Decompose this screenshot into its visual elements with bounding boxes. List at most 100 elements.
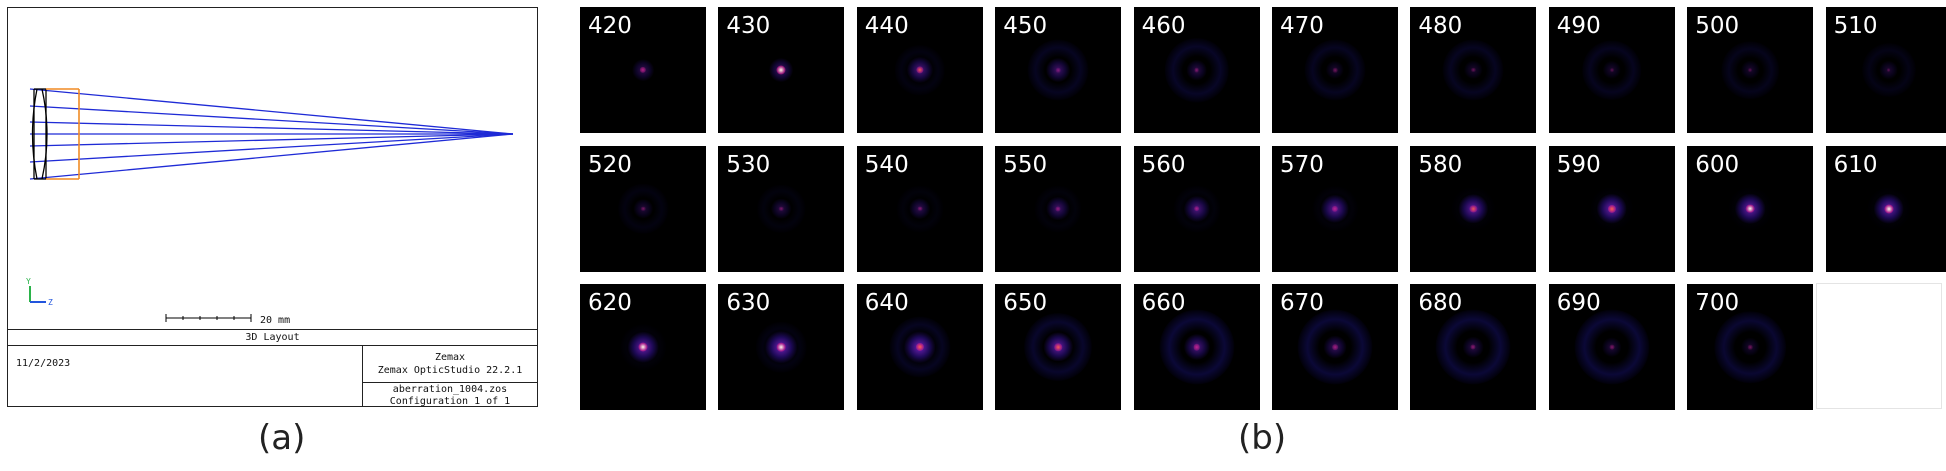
psf-core <box>639 66 647 74</box>
scale-bar-label: 20 mm <box>260 315 291 326</box>
psf-core <box>1193 343 1200 351</box>
psf-tile: 460 <box>1133 7 1260 133</box>
info-divider-horizontal <box>362 382 538 383</box>
wavelength-label: 480 <box>1418 13 1463 39</box>
psf-tile: 610 <box>1825 145 1946 272</box>
psf-core <box>1745 204 1755 213</box>
wavelength-label: 490 <box>1556 13 1601 39</box>
psf-halo <box>1879 60 1899 80</box>
psf-halo <box>1740 60 1760 80</box>
psf-tile: 570 <box>1272 145 1398 272</box>
psf-halo <box>1740 337 1760 357</box>
ray <box>29 121 514 135</box>
psf-core <box>1747 344 1753 350</box>
wavelength-label: 650 <box>1003 290 1048 316</box>
psf-ring <box>1861 43 1916 97</box>
psf-core <box>1193 205 1200 212</box>
configuration-label: Configuration 1 of 1 <box>389 396 511 407</box>
axis-z-label: Z <box>48 298 53 307</box>
psf-ring <box>1721 41 1779 99</box>
psf-core <box>1469 204 1477 213</box>
wavelength-label: 680 <box>1418 290 1463 316</box>
psf-tile: 580 <box>1410 145 1537 272</box>
wavelength-label: 470 <box>1280 13 1324 39</box>
psf-tile: 600 <box>1687 145 1814 272</box>
ray <box>29 133 514 147</box>
scale-bar <box>165 314 252 322</box>
wavelength-label: 430 <box>726 13 771 39</box>
psf-tile: 520 <box>580 145 706 272</box>
psf-halo <box>1464 60 1483 80</box>
wavelength-label: 630 <box>726 290 771 316</box>
psf-ring <box>1027 39 1089 101</box>
wavelength-label: 520 <box>588 151 632 178</box>
caption-b: (b) <box>1238 418 1287 458</box>
psf-tile: 700 <box>1687 284 1814 410</box>
wavelength-label: 540 <box>864 151 909 178</box>
psf-core <box>916 66 924 74</box>
psf-tile: 420 <box>580 7 706 133</box>
psf-tile: 440 <box>856 7 983 133</box>
psf-core <box>1470 344 1476 350</box>
wavelength-label: 420 <box>588 13 632 39</box>
psf-tile: 620 <box>580 284 706 410</box>
wavelength-label: 560 <box>1141 151 1186 178</box>
ray-bundle <box>29 88 514 180</box>
ray-trace-drawing: Y Z <box>26 88 514 322</box>
wavelength-label: 620 <box>588 290 632 316</box>
wavelength-label: 700 <box>1695 290 1740 316</box>
ray <box>29 133 514 163</box>
psf-core <box>917 206 923 211</box>
psf-core <box>915 342 924 352</box>
psf-halo <box>633 198 653 219</box>
empty-tile-slot <box>1816 283 1942 409</box>
psf-core <box>1884 204 1894 213</box>
psf-tile: 640 <box>856 284 983 410</box>
psf-core <box>638 342 648 352</box>
psf-tile: 540 <box>856 145 983 272</box>
psf-tile: 690 <box>1548 284 1675 410</box>
psf-tile: 450 <box>995 7 1122 133</box>
file-name: aberration_1004.zos <box>392 384 508 395</box>
psf-core <box>777 342 786 352</box>
brand-name: Zemax <box>434 352 466 363</box>
lens-element <box>31 88 48 180</box>
psf-tile: 470 <box>1272 7 1398 133</box>
psf-core <box>1748 68 1753 72</box>
psf-tile: 550 <box>995 145 1122 272</box>
axis-triad: Y Z <box>26 277 53 307</box>
wavelength-label: 510 <box>1833 13 1878 39</box>
axis-y-label: Y <box>26 277 31 286</box>
wavelength-label: 550 <box>1003 151 1048 178</box>
psf-tile: 650 <box>995 284 1122 410</box>
software-version: Zemax OpticStudio 22.2.1 <box>377 365 523 376</box>
psf-tile: 500 <box>1687 7 1814 133</box>
psf-ring <box>1714 311 1786 383</box>
psf-core <box>776 65 786 75</box>
software-info: Zemax Zemax OpticStudio 22.2.1 <box>363 351 537 377</box>
psf-core <box>1609 68 1614 72</box>
psf-tile: 560 <box>1133 145 1260 272</box>
psf-core <box>1609 344 1615 350</box>
psf-tile: 680 <box>1410 284 1537 410</box>
ray <box>29 105 514 135</box>
psf-halo <box>1325 60 1345 80</box>
psf-core <box>1332 67 1338 73</box>
psf-tile: 530 <box>718 145 845 272</box>
wavelength-label: 600 <box>1695 151 1740 178</box>
psf-tile: 670 <box>1272 284 1398 410</box>
wavelength-label: 610 <box>1833 151 1878 178</box>
ray <box>29 133 514 180</box>
psf-halo <box>1602 60 1621 80</box>
psf-halo <box>771 198 792 219</box>
psf-core <box>1054 343 1062 351</box>
optical-layout-panel: Y Z 20 mm 3D Layout 11/2/2023 Zemax Zema… <box>7 7 538 407</box>
psf-tile: 590 <box>1548 145 1675 272</box>
wavelength-label: 570 <box>1280 151 1324 178</box>
wavelength-label: 660 <box>1141 290 1186 316</box>
psf-tile: 430 <box>718 7 845 133</box>
psf-ring <box>757 184 806 233</box>
wavelength-label: 690 <box>1556 290 1601 316</box>
psf-ring <box>1304 39 1366 101</box>
psf-grid: 420 430 440 450 460 470 480 490 500 510 520 530 540 5… <box>580 7 1946 410</box>
